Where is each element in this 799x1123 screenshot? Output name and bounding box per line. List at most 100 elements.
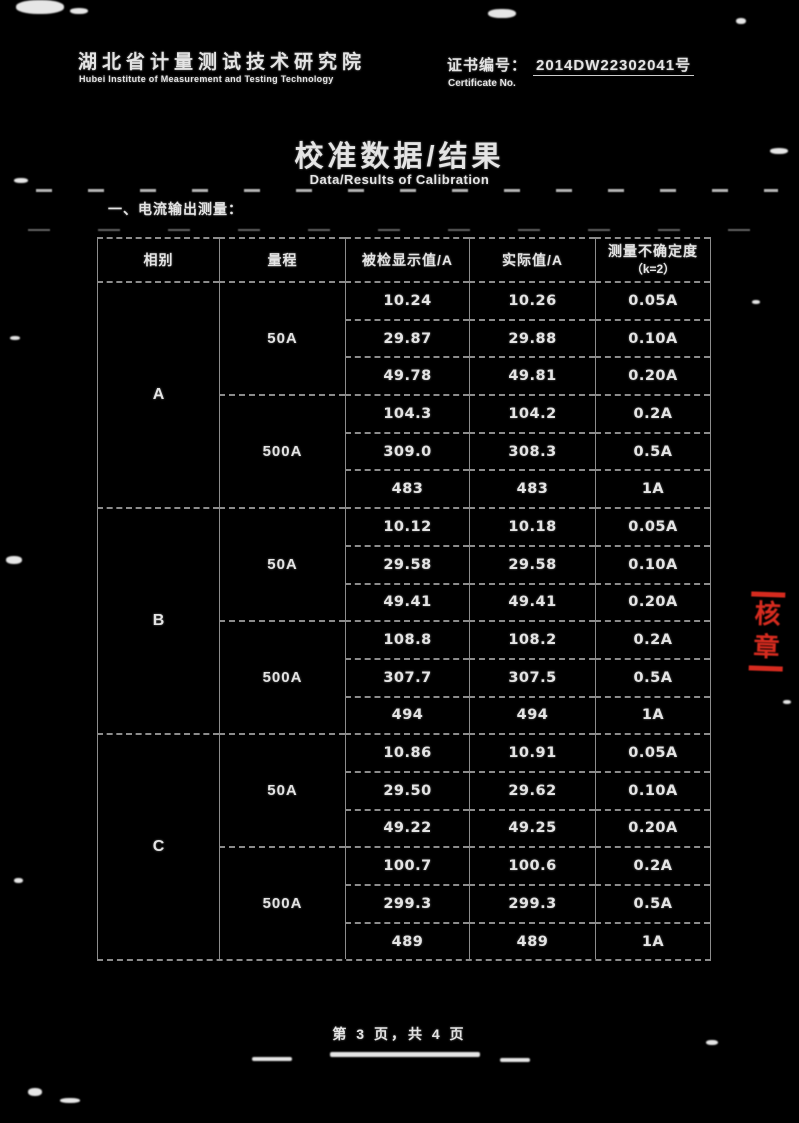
uncertainty-cell: 0.5A (595, 431, 710, 470)
separator-line (36, 189, 778, 192)
actual-value-cell: 49.81 (469, 356, 595, 395)
red-seal-character: 核 (754, 598, 782, 630)
actual-value-cell: 49.25 (469, 808, 595, 847)
uncertainty-cell: 0.10A (595, 770, 710, 809)
actual-value-cell: 299.3 (469, 884, 595, 922)
display-value-cell: 49.22 (345, 808, 469, 847)
uncertainty-cell: 0.5A (595, 884, 710, 922)
red-seal-bar (751, 591, 786, 598)
display-value-cell: 100.7 (345, 846, 469, 884)
display-value-cell: 10.12 (345, 507, 469, 545)
range-cell: 50A (219, 733, 345, 847)
display-value-cell: 10.86 (345, 733, 469, 771)
uncertainty-cell: 0.2A (595, 620, 710, 658)
range-cell: 50A (219, 507, 345, 621)
display-value-cell: 483 (345, 469, 469, 508)
display-value-cell: 494 (345, 695, 469, 734)
scan-noise (252, 1057, 292, 1061)
actual-value-cell: 10.26 (469, 281, 595, 319)
red-seal-character: 章 (752, 631, 780, 663)
display-value-cell: 10.24 (345, 281, 469, 319)
display-value-cell: 104.3 (345, 394, 469, 432)
red-seal-fragment: 核 章 (743, 591, 792, 672)
scan-noise (60, 1098, 80, 1103)
range-cell: 500A (219, 394, 345, 508)
column-header: 量程 (219, 237, 345, 281)
display-value-cell: 299.3 (345, 884, 469, 922)
scan-noise (16, 0, 64, 14)
page-title-en: Data/Results of Calibration (309, 172, 490, 187)
certificate-number-label: 证书编号： (447, 57, 528, 74)
uncertainty-cell: 0.10A (595, 318, 710, 357)
uncertainty-cell: 0.05A (595, 733, 710, 771)
page-title-cn: 校准数据/结果 (294, 141, 505, 173)
display-value-cell: 108.8 (345, 620, 469, 658)
uncertainty-cell: 0.05A (595, 281, 710, 319)
display-value-cell: 29.58 (345, 544, 469, 583)
scan-noise (783, 700, 791, 704)
range-cell: 500A (219, 620, 345, 734)
phase-cell: A (97, 281, 219, 508)
certificate-number-label-en: Certificate No. (448, 78, 516, 89)
actual-value-cell: 10.18 (469, 507, 595, 545)
column-header: 测量不确定度 （k=2） (595, 237, 710, 281)
display-value-cell: 489 (345, 921, 469, 960)
display-value-cell: 49.41 (345, 582, 469, 621)
scan-noise (770, 148, 788, 154)
uncertainty-cell: 0.5A (595, 657, 710, 696)
actual-value-cell: 307.5 (469, 657, 595, 696)
actual-value-cell: 483 (469, 469, 595, 508)
display-value-cell: 29.87 (345, 318, 469, 357)
scan-noise (488, 9, 516, 18)
display-value-cell: 307.7 (345, 657, 469, 696)
uncertainty-cell: 0.2A (595, 846, 710, 884)
actual-value-cell: 29.62 (469, 770, 595, 809)
scan-noise (706, 1040, 718, 1045)
actual-value-cell: 494 (469, 695, 595, 734)
certificate-number-value: 2014DW22302041号 (533, 57, 695, 76)
actual-value-cell: 308.3 (469, 431, 595, 470)
uncertainty-cell: 0.2A (595, 394, 710, 432)
institute-name-en: Hubei Institute of Measurement and Testi… (79, 74, 334, 84)
scan-noise (14, 178, 28, 183)
actual-value-cell: 29.88 (469, 318, 595, 357)
scan-noise (70, 8, 88, 14)
phase-cell: C (97, 733, 219, 960)
section-heading: 一、电流输出测量： (108, 201, 243, 217)
calibration-table: 相别 量程 被检显示值/A 实际值/A 测量不确定度 （k=2） A 50A 10.24 10.2… (97, 237, 711, 962)
uncertainty-cell: 1A (595, 921, 710, 960)
certificate-number-block: 证书编号： 2014DW22302041号 (447, 54, 695, 76)
actual-value-cell: 108.2 (469, 620, 595, 658)
display-value-cell: 309.0 (345, 431, 469, 470)
actual-value-cell: 10.91 (469, 733, 595, 771)
scan-noise (10, 336, 20, 340)
column-header: 被检显示值/A (345, 237, 469, 281)
uncertainty-cell: 0.20A (595, 356, 710, 395)
actual-value-cell: 49.41 (469, 582, 595, 621)
separator-line-faint (28, 229, 784, 231)
range-cell: 500A (219, 846, 345, 960)
column-header: 相别 (97, 237, 219, 281)
range-cell: 50A (219, 281, 345, 395)
scan-noise (736, 18, 746, 24)
uncertainty-cell: 0.05A (595, 507, 710, 545)
scan-noise (28, 1088, 42, 1096)
uncertainty-cell: 0.20A (595, 808, 710, 847)
actual-value-cell: 29.58 (469, 544, 595, 583)
scan-noise (500, 1058, 530, 1062)
scan-noise (752, 300, 760, 304)
red-seal-bar (748, 665, 783, 672)
actual-value-cell: 100.6 (469, 846, 595, 884)
institute-name-cn: 湖北省计量测试技术研究院 (78, 52, 367, 73)
display-value-cell: 29.50 (345, 770, 469, 809)
scan-noise (330, 1052, 480, 1057)
column-header: 实际值/A (469, 237, 595, 281)
display-value-cell: 49.78 (345, 356, 469, 395)
scan-noise (6, 556, 22, 564)
uncertainty-cell: 1A (595, 469, 710, 508)
phase-cell: B (97, 507, 219, 734)
scan-noise (14, 878, 23, 883)
uncertainty-cell: 0.10A (595, 544, 710, 583)
uncertainty-cell: 1A (595, 695, 710, 734)
